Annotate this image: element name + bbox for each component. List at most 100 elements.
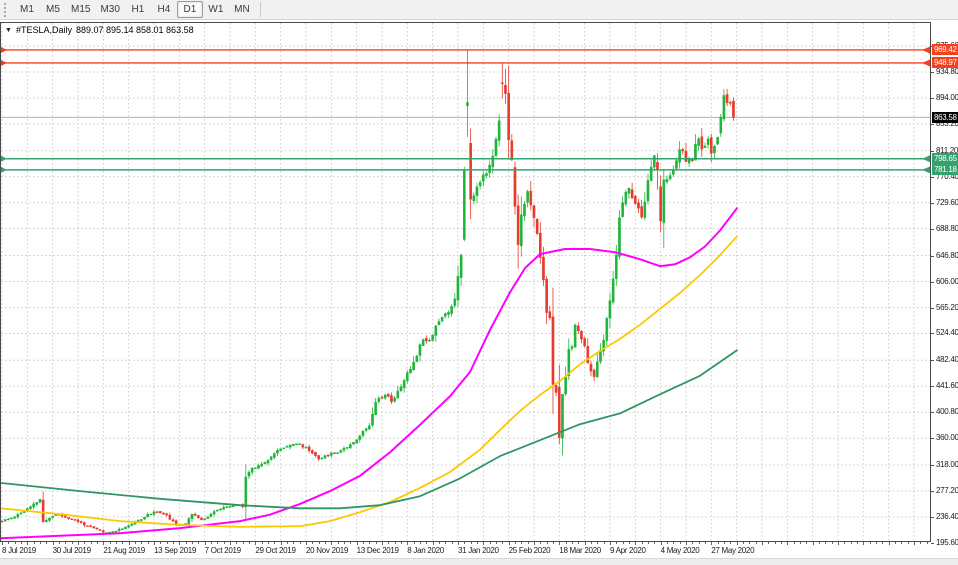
time-tick [400, 542, 402, 544]
time-tick [457, 542, 459, 545]
resistance-line-1[interactable] [0, 46, 930, 54]
time-tick [609, 542, 611, 545]
price-tick [931, 307, 934, 309]
price-axis-label: 646.80 [936, 250, 958, 260]
support-line-1[interactable] [0, 155, 930, 163]
timeframe-button-M30[interactable]: M30 [100, 4, 120, 15]
time-tick [27, 542, 29, 545]
time-tick [115, 542, 117, 544]
ma-yellow-line [0, 235, 738, 528]
time-tick [907, 542, 909, 544]
price-axis-label: 606.00 [936, 276, 958, 286]
timeframe-button-H4[interactable]: H4 [157, 4, 171, 15]
time-tick [388, 542, 390, 544]
support-price-tag-1[interactable]: 798.65 [932, 153, 958, 165]
price-axis-label: 853.20 [936, 118, 958, 128]
current-price-tag[interactable]: 863.58 [932, 111, 958, 123]
time-tick [293, 542, 295, 544]
time-tick [926, 542, 928, 544]
time-tick [527, 542, 529, 544]
time-tick [856, 542, 858, 544]
time-axis-label: 13 Dec 2019 [356, 546, 399, 555]
price-tick [931, 281, 934, 283]
time-tick [559, 542, 561, 545]
time-tick [787, 542, 789, 545]
time-tick [350, 542, 352, 544]
timeframe-button-MN[interactable]: MN [234, 4, 250, 15]
price-axis-label: 811.20 [936, 145, 958, 155]
time-tick [248, 542, 250, 544]
support-line-2[interactable] [0, 166, 930, 174]
time-tick [717, 542, 719, 544]
time-tick [666, 542, 668, 544]
time-tick [2, 542, 3, 545]
time-tick [875, 542, 877, 544]
time-tick [736, 542, 738, 545]
time-axis-label: 8 Jul 2019 [2, 546, 36, 555]
time-tick [489, 542, 491, 544]
resistance-line-2[interactable] [0, 59, 930, 67]
time-tick [274, 542, 276, 544]
resistance-price-tag-1[interactable]: 969.42 [932, 44, 958, 56]
time-tick [438, 542, 440, 544]
time-tick [191, 542, 193, 544]
time-tick [179, 542, 181, 545]
chart-window: ▼ #TESLA,Daily 889.07 895.14 858.01 863.… [0, 20, 958, 558]
time-tick [761, 542, 763, 545]
price-tick [931, 97, 934, 99]
time-tick [749, 542, 751, 544]
time-tick [71, 542, 73, 544]
time-tick [128, 542, 130, 545]
time-tick [109, 542, 111, 544]
time-tick [464, 542, 466, 544]
toolbar-drag-grip-icon[interactable] [4, 2, 8, 17]
price-chart-canvas[interactable] [0, 22, 931, 542]
price-axis[interactable]: 975.60934.80894.00853.20811.20770.40729.… [931, 22, 958, 558]
time-tick [863, 542, 865, 545]
time-tick [413, 542, 415, 544]
time-axis-label: 30 Jul 2019 [52, 546, 91, 555]
time-tick [711, 542, 713, 545]
ma-magenta-line [0, 207, 738, 540]
chart-ohlc-values: 889.07 895.14 858.01 863.58 [75, 25, 194, 35]
price-axis-label: 441.60 [936, 381, 958, 391]
time-tick [901, 542, 903, 544]
chart-dropdown-icon[interactable]: ▼ [5, 26, 12, 34]
time-tick [261, 542, 263, 544]
timeframe-button-M1[interactable]: M1 [20, 4, 34, 15]
price-tick [931, 72, 934, 73]
time-axis-label: 7 Oct 2019 [204, 546, 241, 555]
time-tick [96, 542, 98, 544]
time-axis-label: 8 Jan 2020 [407, 546, 444, 555]
time-tick [33, 542, 35, 544]
time-tick [52, 542, 54, 545]
timeframe-button-M15[interactable]: M15 [71, 4, 91, 15]
timeframe-button-W1[interactable]: W1 [208, 4, 224, 15]
time-tick [546, 542, 548, 544]
time-tick [160, 542, 162, 544]
time-tick [242, 542, 244, 544]
time-tick [654, 542, 656, 544]
time-axis[interactable]: 8 Jul 2019 30 Jul 2019 21 Aug 2019 13 Sep 2… [0, 542, 931, 558]
price-tick [931, 255, 934, 257]
time-tick [267, 542, 269, 544]
time-tick [704, 542, 706, 544]
price-tick [931, 176, 934, 178]
time-tick [369, 542, 371, 544]
timeframe-button-H1[interactable]: H1 [131, 4, 145, 15]
time-axis-label: 20 Nov 2019 [305, 546, 349, 555]
time-tick [153, 542, 155, 545]
timeframe-toolbar: M1 M5 M15 M30 H1 H4 D1 W1 MN [0, 0, 958, 20]
support-price-tag-2[interactable]: 781.18 [932, 164, 958, 176]
plot-border [0, 22, 931, 542]
time-tick [337, 542, 339, 544]
resistance-price-tag-2[interactable]: 948.97 [932, 57, 958, 69]
timeframe-button-M5[interactable]: M5 [46, 4, 60, 15]
time-tick [831, 542, 833, 544]
time-tick [362, 542, 364, 544]
time-tick [223, 542, 225, 544]
time-tick [837, 542, 839, 545]
time-tick [419, 542, 421, 544]
timeframe-button-D1[interactable]: D1 [176, 1, 203, 18]
price-tick [931, 360, 934, 362]
